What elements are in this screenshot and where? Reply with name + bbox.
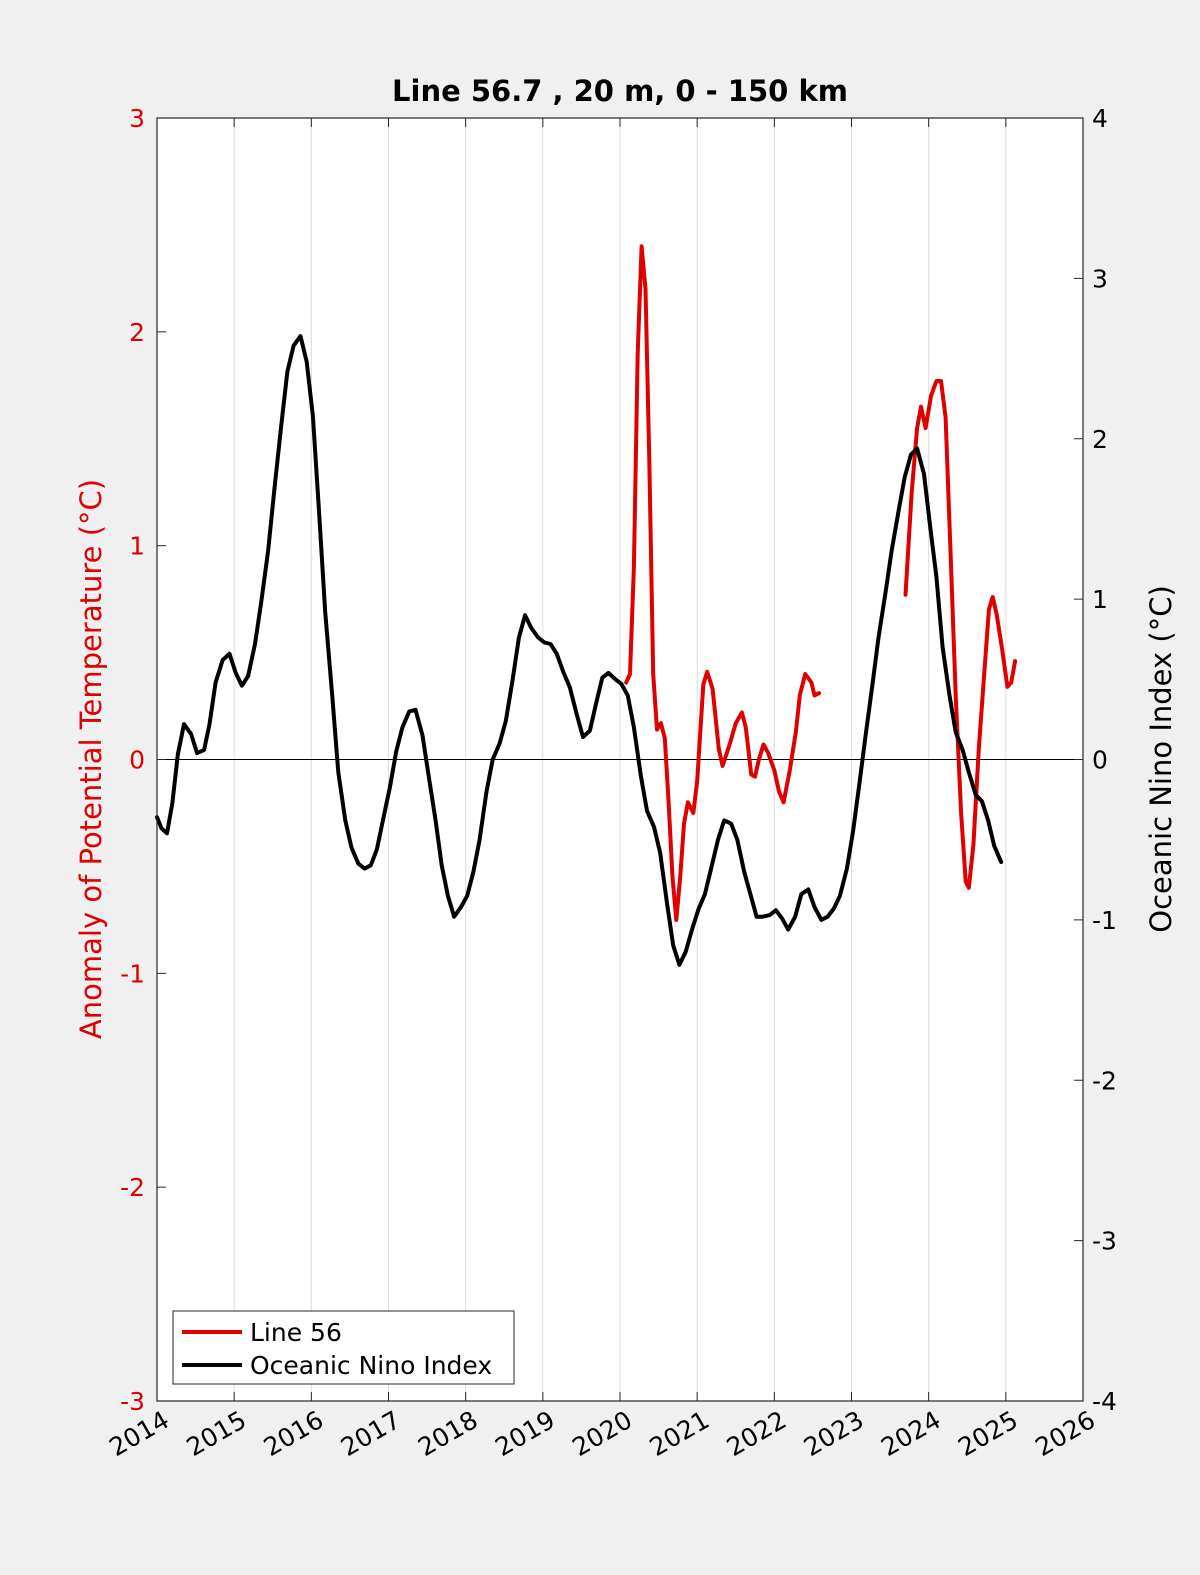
x-tick-label-2018: 2018 — [413, 1405, 483, 1462]
chart-title: Line 56.7 , 20 m, 0 - 150 km — [392, 74, 848, 108]
x-tick-label-2015: 2015 — [182, 1405, 252, 1462]
legend: Line 56 Oceanic Nino Index — [172, 1310, 515, 1385]
x-tick-label-2019: 2019 — [490, 1405, 560, 1462]
y-right-tick-label-2: 2 — [1092, 425, 1108, 454]
y-left-tick-label--1: -1 — [120, 959, 145, 988]
x-tick-label-2025: 2025 — [953, 1405, 1023, 1462]
y-right-tick-label--1: -1 — [1092, 906, 1117, 935]
x-tick-label-2021: 2021 — [645, 1405, 715, 1462]
series-line-oni-seg-0 — [155, 334, 1004, 967]
y-right-tick-label-4: 4 — [1092, 104, 1108, 133]
y-axis-right-label: Oceanic Nino Index (°C) — [1144, 585, 1178, 933]
y-left-tick-label--2: -2 — [120, 1173, 145, 1202]
y-right-tick-label-0: 0 — [1092, 746, 1108, 775]
x-tick-label-2020: 2020 — [567, 1405, 637, 1462]
y-right-tick-label--4: -4 — [1092, 1387, 1117, 1416]
y-left-tick-label-2: 2 — [129, 318, 145, 347]
y-right-tick-label--3: -3 — [1092, 1227, 1117, 1256]
y-left-tick-label-3: 3 — [129, 104, 145, 133]
y-axis-left: -3 -2 -1 0 1 2 3 — [120, 104, 166, 1416]
x-tick-label-2023: 2023 — [799, 1405, 869, 1462]
y-left-tick-label-0: 0 — [129, 746, 145, 775]
legend-box — [172, 1310, 515, 1385]
series-line-line56-seg-0 — [624, 244, 822, 922]
legend-label-oni: Oceanic Nino Index — [250, 1351, 492, 1380]
y-axis-right: -4 -3 -2 -1 0 1 2 3 4 — [1074, 104, 1117, 1416]
x-tick-label-2022: 2022 — [722, 1405, 792, 1462]
y-left-tick-label-1: 1 — [129, 532, 145, 561]
series-line-line56-seg-1 — [903, 379, 1018, 890]
series-group — [155, 244, 1018, 967]
y-right-tick-label--2: -2 — [1092, 1066, 1117, 1095]
y-right-tick-label-1: 1 — [1092, 585, 1108, 614]
x-tick-label-2017: 2017 — [336, 1405, 406, 1462]
x-tick-label-2026: 2026 — [1030, 1405, 1100, 1462]
y-right-tick-label-3: 3 — [1092, 264, 1108, 293]
y-axis-left-label: Anomaly of Potential Temperature (°C) — [74, 479, 108, 1039]
y-left-tick-label--3: -3 — [120, 1387, 145, 1416]
legend-label-line56: Line 56 — [250, 1318, 342, 1347]
x-tick-label-2016: 2016 — [259, 1405, 329, 1462]
x-tick-label-2024: 2024 — [876, 1405, 946, 1462]
